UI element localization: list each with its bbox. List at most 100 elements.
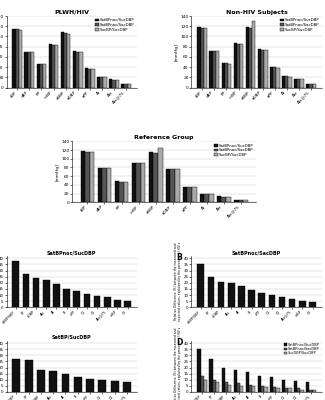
Bar bbox=[43, 280, 49, 307]
Bar bbox=[234, 200, 239, 202]
Bar bbox=[136, 163, 141, 202]
Bar bbox=[37, 64, 40, 88]
Bar bbox=[313, 84, 316, 88]
Bar bbox=[183, 186, 188, 202]
Bar bbox=[124, 84, 128, 88]
Bar bbox=[74, 377, 82, 392]
Bar bbox=[102, 168, 107, 202]
Bar bbox=[197, 27, 201, 88]
Bar bbox=[228, 385, 231, 392]
Bar bbox=[246, 27, 249, 88]
Bar bbox=[12, 29, 16, 88]
Bar bbox=[204, 28, 207, 88]
Bar bbox=[132, 163, 136, 202]
Bar bbox=[123, 382, 131, 392]
Bar bbox=[114, 300, 121, 307]
Y-axis label: Relative Difference (%) between the measured and
expected values, explained by t: Relative Difference (%) between the meas… bbox=[174, 242, 182, 321]
Bar bbox=[192, 187, 197, 202]
Title: SatBPnoc/SacDBP: SatBPnoc/SacDBP bbox=[232, 250, 281, 255]
Bar bbox=[309, 390, 313, 392]
Bar bbox=[225, 63, 228, 88]
Y-axis label: Relative Difference (%) between the measured and
expected values, explained by t: Relative Difference (%) between the meas… bbox=[174, 327, 182, 400]
Bar bbox=[237, 384, 240, 392]
Bar bbox=[243, 200, 248, 202]
Y-axis label: [mmHg]: [mmHg] bbox=[56, 163, 60, 181]
Bar bbox=[149, 152, 153, 202]
Bar bbox=[213, 51, 216, 88]
Legend: SatBPnoc/SucDBP, SatBPnoc/SacDBP, SucDBP/SucDBP: SatBPnoc/SucDBP, SatBPnoc/SacDBP, SucDBP… bbox=[284, 342, 320, 356]
Bar bbox=[124, 182, 128, 202]
Bar bbox=[188, 187, 192, 202]
Bar bbox=[24, 52, 28, 88]
Bar bbox=[268, 295, 275, 307]
Bar bbox=[240, 44, 243, 88]
Bar bbox=[201, 376, 204, 392]
Title: Non-HIV Subjects: Non-HIV Subjects bbox=[226, 10, 288, 15]
Legend: SatBPnoc/SucDBP, SatBPnoc/SacDBP, SucBP/SucDBP: SatBPnoc/SucDBP, SatBPnoc/SacDBP, SucBP/… bbox=[95, 18, 135, 32]
Bar bbox=[218, 282, 224, 307]
Bar bbox=[309, 302, 316, 307]
Bar bbox=[55, 45, 58, 88]
Bar bbox=[73, 51, 76, 88]
Bar bbox=[297, 80, 301, 88]
Bar bbox=[97, 77, 100, 88]
Bar bbox=[216, 51, 219, 88]
Bar bbox=[270, 377, 273, 392]
Bar bbox=[225, 382, 228, 392]
Bar bbox=[252, 386, 255, 392]
Bar bbox=[261, 50, 264, 88]
Bar bbox=[84, 294, 90, 307]
Bar bbox=[16, 29, 19, 88]
Bar bbox=[282, 380, 285, 392]
Bar bbox=[25, 360, 33, 392]
Bar bbox=[22, 274, 29, 307]
Bar bbox=[12, 359, 20, 392]
Bar bbox=[264, 387, 267, 392]
Bar bbox=[170, 169, 175, 202]
Bar bbox=[299, 301, 306, 307]
Bar bbox=[282, 76, 285, 88]
Bar bbox=[166, 169, 170, 202]
Bar bbox=[33, 278, 39, 307]
Bar bbox=[28, 52, 31, 88]
Bar bbox=[246, 372, 249, 392]
Bar bbox=[249, 385, 252, 392]
Bar bbox=[248, 290, 255, 307]
Bar bbox=[104, 298, 110, 307]
Bar bbox=[64, 33, 67, 88]
Title: Reference Group: Reference Group bbox=[134, 135, 194, 140]
Bar bbox=[76, 52, 79, 88]
Bar bbox=[98, 380, 106, 392]
Text: D: D bbox=[176, 338, 182, 347]
Bar bbox=[216, 382, 219, 392]
Bar bbox=[109, 80, 112, 88]
Bar bbox=[208, 277, 214, 307]
Bar bbox=[91, 69, 95, 88]
Bar bbox=[221, 196, 226, 202]
Legend: SatBPnoc/SucDBP, SatBPnoc/SacDBP, SucBP/SucDBP: SatBPnoc/SucDBP, SatBPnoc/SacDBP, SucBP/… bbox=[214, 143, 254, 157]
Bar bbox=[201, 28, 204, 88]
Bar bbox=[258, 293, 265, 307]
Bar bbox=[273, 387, 276, 392]
Bar bbox=[19, 30, 22, 88]
Bar bbox=[115, 80, 119, 88]
Bar bbox=[301, 80, 304, 88]
Bar bbox=[61, 32, 64, 88]
Bar bbox=[175, 169, 179, 202]
Bar bbox=[228, 64, 231, 88]
Bar bbox=[73, 291, 80, 307]
Bar bbox=[294, 79, 297, 88]
Bar bbox=[279, 298, 285, 307]
Bar bbox=[273, 67, 276, 88]
Bar bbox=[240, 386, 243, 392]
Text: B: B bbox=[176, 253, 182, 262]
Bar bbox=[103, 77, 107, 88]
Bar bbox=[81, 151, 85, 202]
Legend: SatBPnoc/SucDBP, SatBPnoc/SacDBP, SucBP/SucDBP: SatBPnoc/SucDBP, SatBPnoc/SacDBP, SucBP/… bbox=[280, 18, 320, 32]
Bar bbox=[249, 28, 252, 88]
Bar bbox=[222, 368, 225, 392]
Bar bbox=[153, 153, 158, 202]
Bar bbox=[264, 50, 267, 88]
Bar bbox=[238, 286, 245, 307]
Bar bbox=[98, 168, 102, 202]
